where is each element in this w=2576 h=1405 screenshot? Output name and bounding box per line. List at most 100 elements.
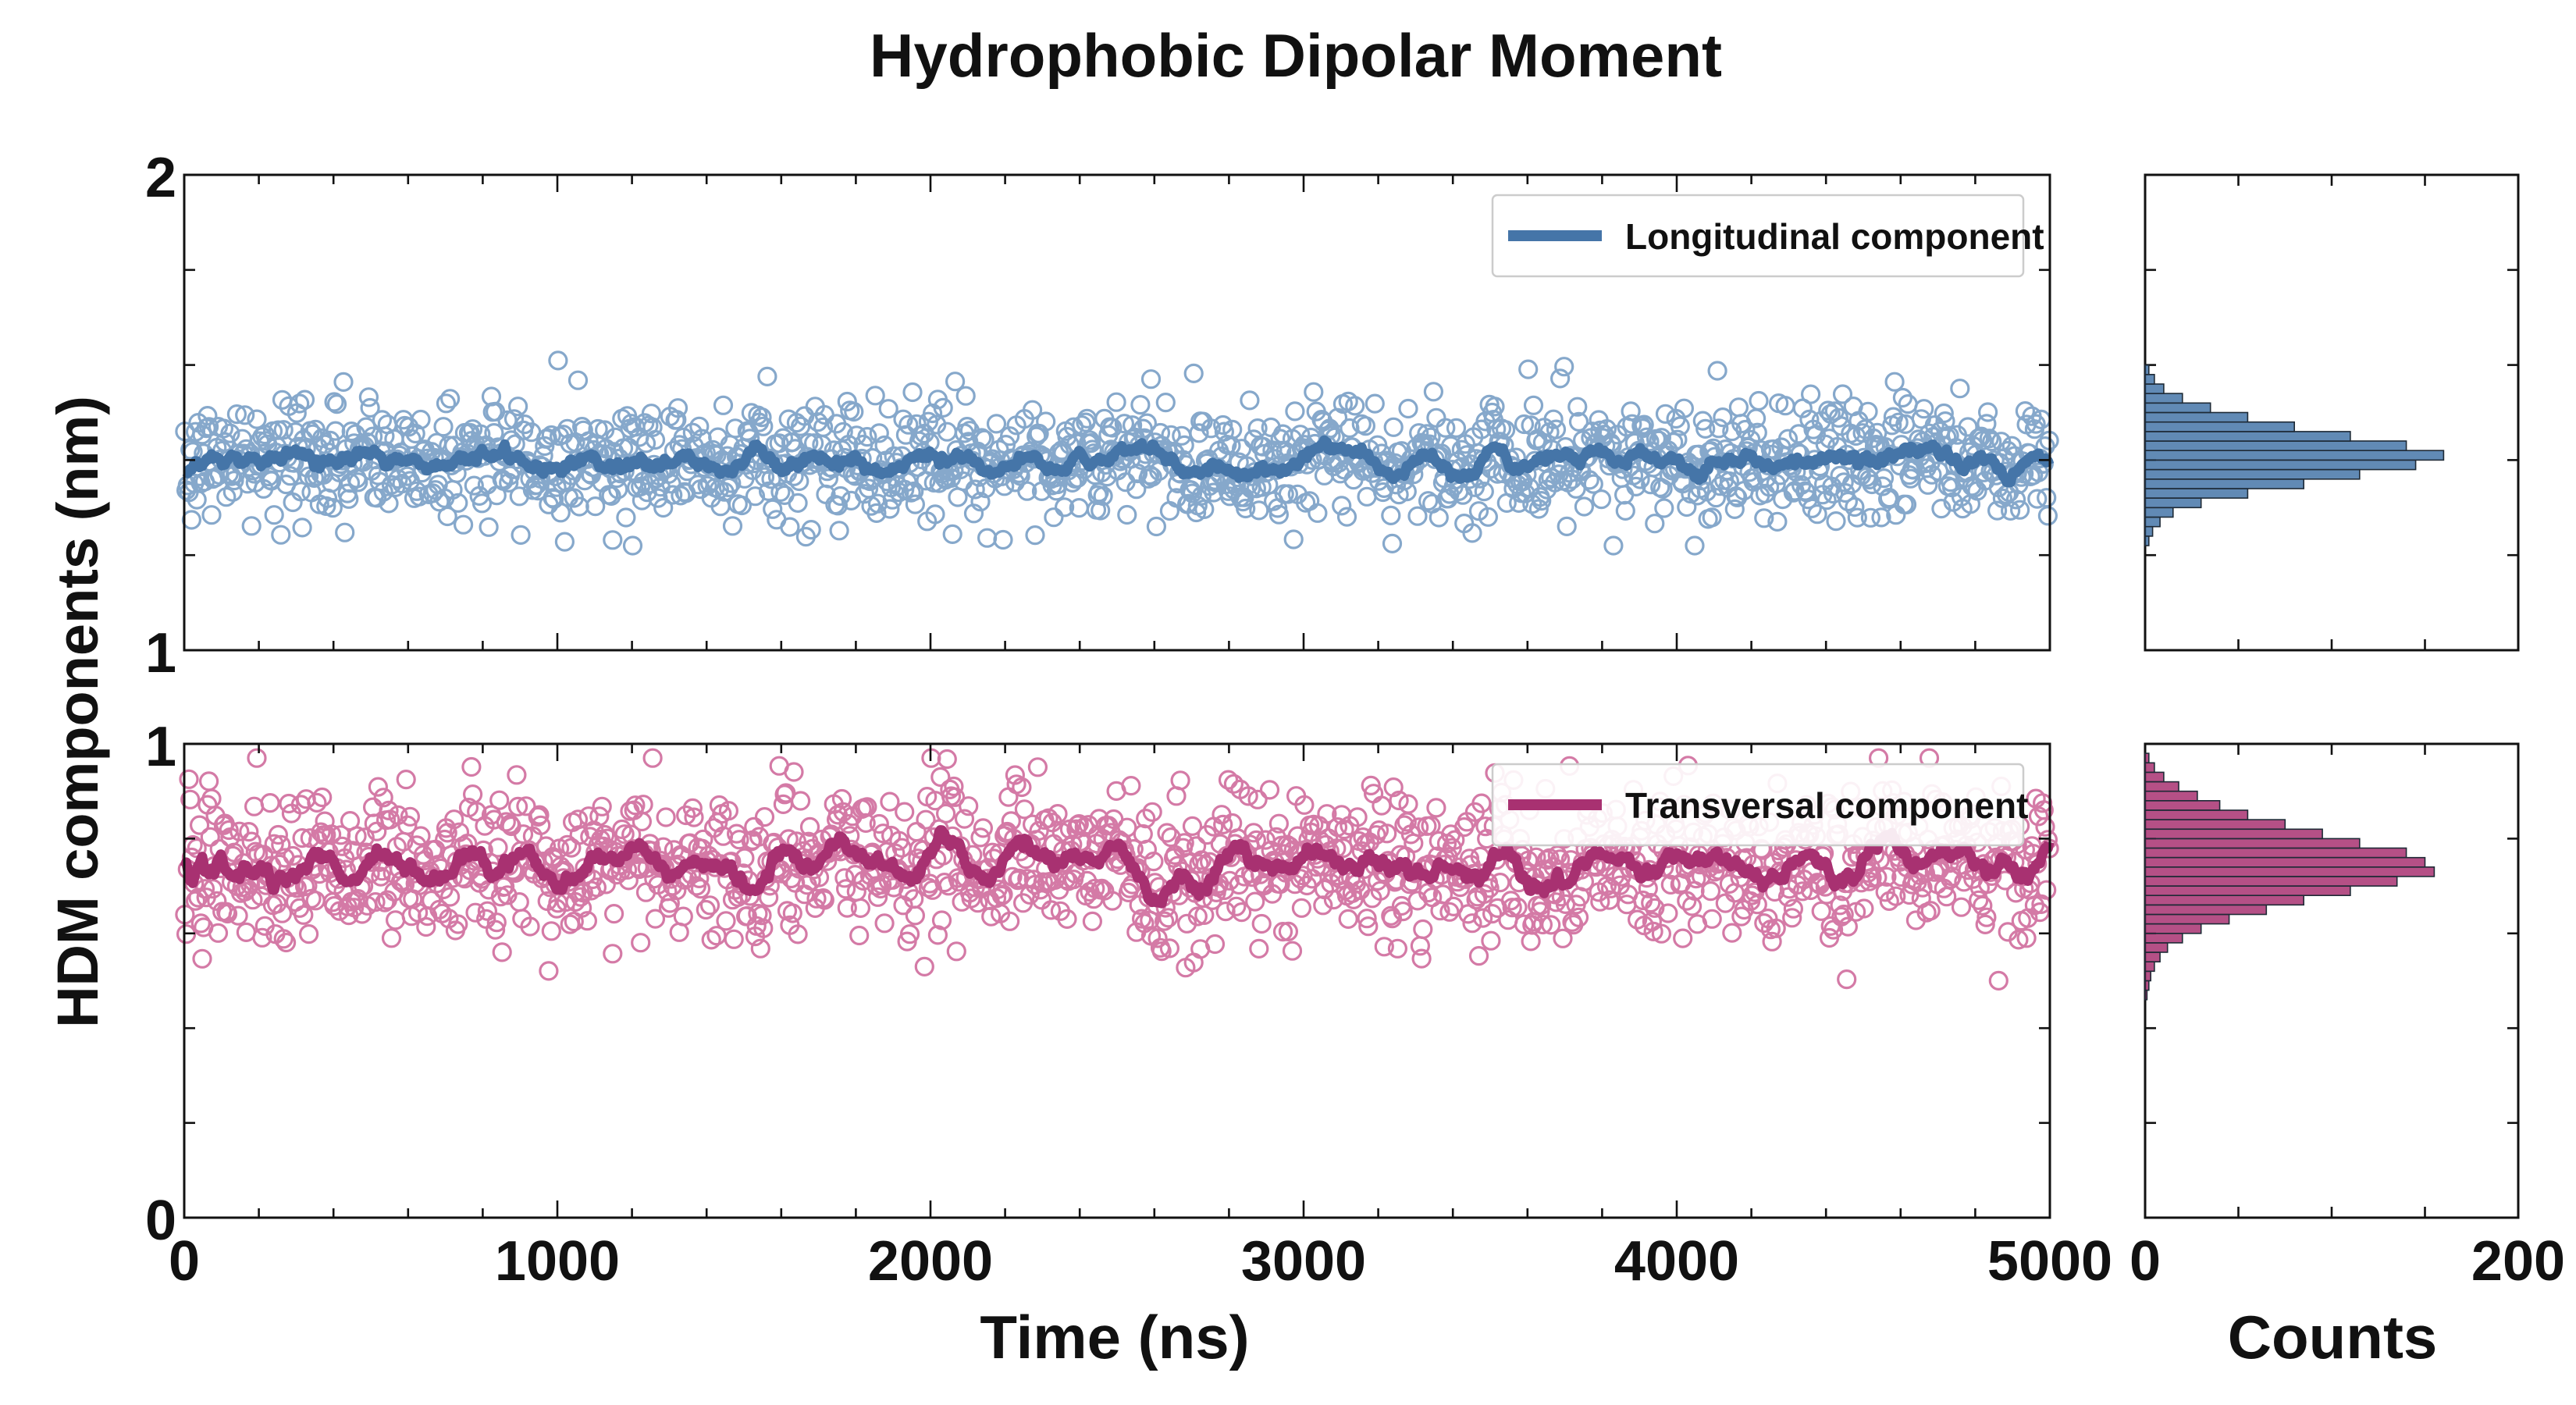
- data-point: [220, 423, 240, 443]
- data-point: [2001, 500, 2021, 521]
- data-point: [1127, 463, 1148, 484]
- data-point: [1630, 469, 1650, 489]
- data-point: [631, 933, 651, 953]
- data-point: [1291, 898, 1312, 918]
- data-point: [1170, 770, 1190, 791]
- data-point: [667, 398, 688, 418]
- data-point: [1782, 908, 1802, 928]
- data-point: [1658, 903, 1678, 923]
- data-point: [1474, 884, 1494, 905]
- data-point: [439, 887, 461, 907]
- data-point: [999, 426, 1020, 446]
- histogram-bar: [2144, 970, 2151, 982]
- data-point: [358, 387, 379, 407]
- data-point: [1215, 901, 1236, 922]
- data-point: [1834, 472, 1854, 493]
- data-point: [1102, 891, 1123, 911]
- data-point: [1423, 382, 1444, 402]
- data-point: [829, 521, 849, 541]
- data-point: [999, 911, 1020, 931]
- data-point: [1130, 394, 1151, 415]
- data-point: [669, 922, 689, 942]
- data-point: [1654, 498, 1674, 518]
- data-point: [833, 422, 853, 442]
- data-point: [835, 879, 856, 899]
- histogram-bar: [2144, 933, 2183, 944]
- data-point: [499, 472, 519, 493]
- series-line-longitudinal: [181, 435, 2055, 488]
- data-point: [970, 827, 991, 848]
- data-point: [1642, 911, 1662, 932]
- data-point: [931, 910, 952, 930]
- y-tick-label: 2: [145, 147, 176, 209]
- data-point: [1278, 921, 1299, 942]
- data-point: [1715, 893, 1735, 913]
- data-point: [1082, 911, 1103, 932]
- data-point: [1091, 878, 1112, 899]
- data-point: [1126, 479, 1147, 500]
- data-point: [993, 529, 1013, 550]
- data-point: [642, 417, 663, 438]
- data-point: [1574, 496, 1595, 517]
- data-point: [1194, 499, 1215, 520]
- histogram-bar: [2144, 989, 2148, 1001]
- data-point: [1816, 490, 1837, 510]
- data-point: [697, 475, 717, 496]
- data-point: [1097, 466, 1117, 487]
- data-point: [753, 918, 774, 938]
- histogram-bar: [2144, 828, 2323, 840]
- data-point: [1934, 403, 1954, 424]
- data-point: [1837, 969, 1857, 990]
- data-point: [1741, 429, 1761, 450]
- histogram-longitudinal: [2144, 364, 2445, 546]
- data-point: [1189, 423, 1209, 443]
- data-point: [682, 798, 703, 819]
- data-point: [1838, 491, 1858, 512]
- data-point: [1582, 422, 1603, 442]
- histogram-bar: [2144, 847, 2407, 859]
- data-point: [217, 903, 238, 924]
- data-point: [1044, 507, 1064, 528]
- data-point: [1728, 397, 1749, 418]
- data-point: [1426, 798, 1446, 818]
- data-point: [934, 872, 955, 893]
- data-point: [494, 877, 515, 897]
- data-point: [1355, 416, 1376, 436]
- data-point: [1766, 918, 1786, 938]
- data-point: [1302, 869, 1322, 889]
- data-point: [1847, 507, 1867, 528]
- data-point: [235, 405, 255, 425]
- data-point: [667, 410, 687, 430]
- data-point: [507, 765, 527, 785]
- data-point: [1462, 523, 1482, 543]
- data-point: [874, 913, 895, 934]
- data-point: [381, 475, 402, 495]
- data-point: [264, 834, 284, 854]
- data-point: [833, 802, 853, 822]
- data-point: [1724, 499, 1745, 520]
- data-point: [1189, 854, 1209, 874]
- data-point: [946, 941, 966, 962]
- y-tick-label: 1: [145, 622, 176, 685]
- data-point: [799, 816, 820, 838]
- data-point: [1777, 429, 1799, 449]
- data-point: [1439, 902, 1460, 922]
- data-point: [1119, 878, 1140, 898]
- data-point: [1884, 372, 1905, 392]
- data-point: [1583, 474, 1603, 494]
- data-point: [1670, 416, 1690, 436]
- data-point: [247, 409, 267, 429]
- data-point: [2037, 506, 2058, 526]
- data-point: [957, 416, 977, 437]
- data-point: [267, 894, 287, 914]
- data-point: [386, 910, 406, 930]
- data-point: [1783, 898, 1803, 919]
- data-point: [326, 393, 347, 414]
- data-point: [1372, 795, 1392, 816]
- data-point: [898, 414, 919, 435]
- data-point: [1845, 496, 1865, 518]
- data-point: [1828, 407, 1848, 428]
- data-point: [347, 826, 367, 846]
- data-point: [1246, 830, 1267, 851]
